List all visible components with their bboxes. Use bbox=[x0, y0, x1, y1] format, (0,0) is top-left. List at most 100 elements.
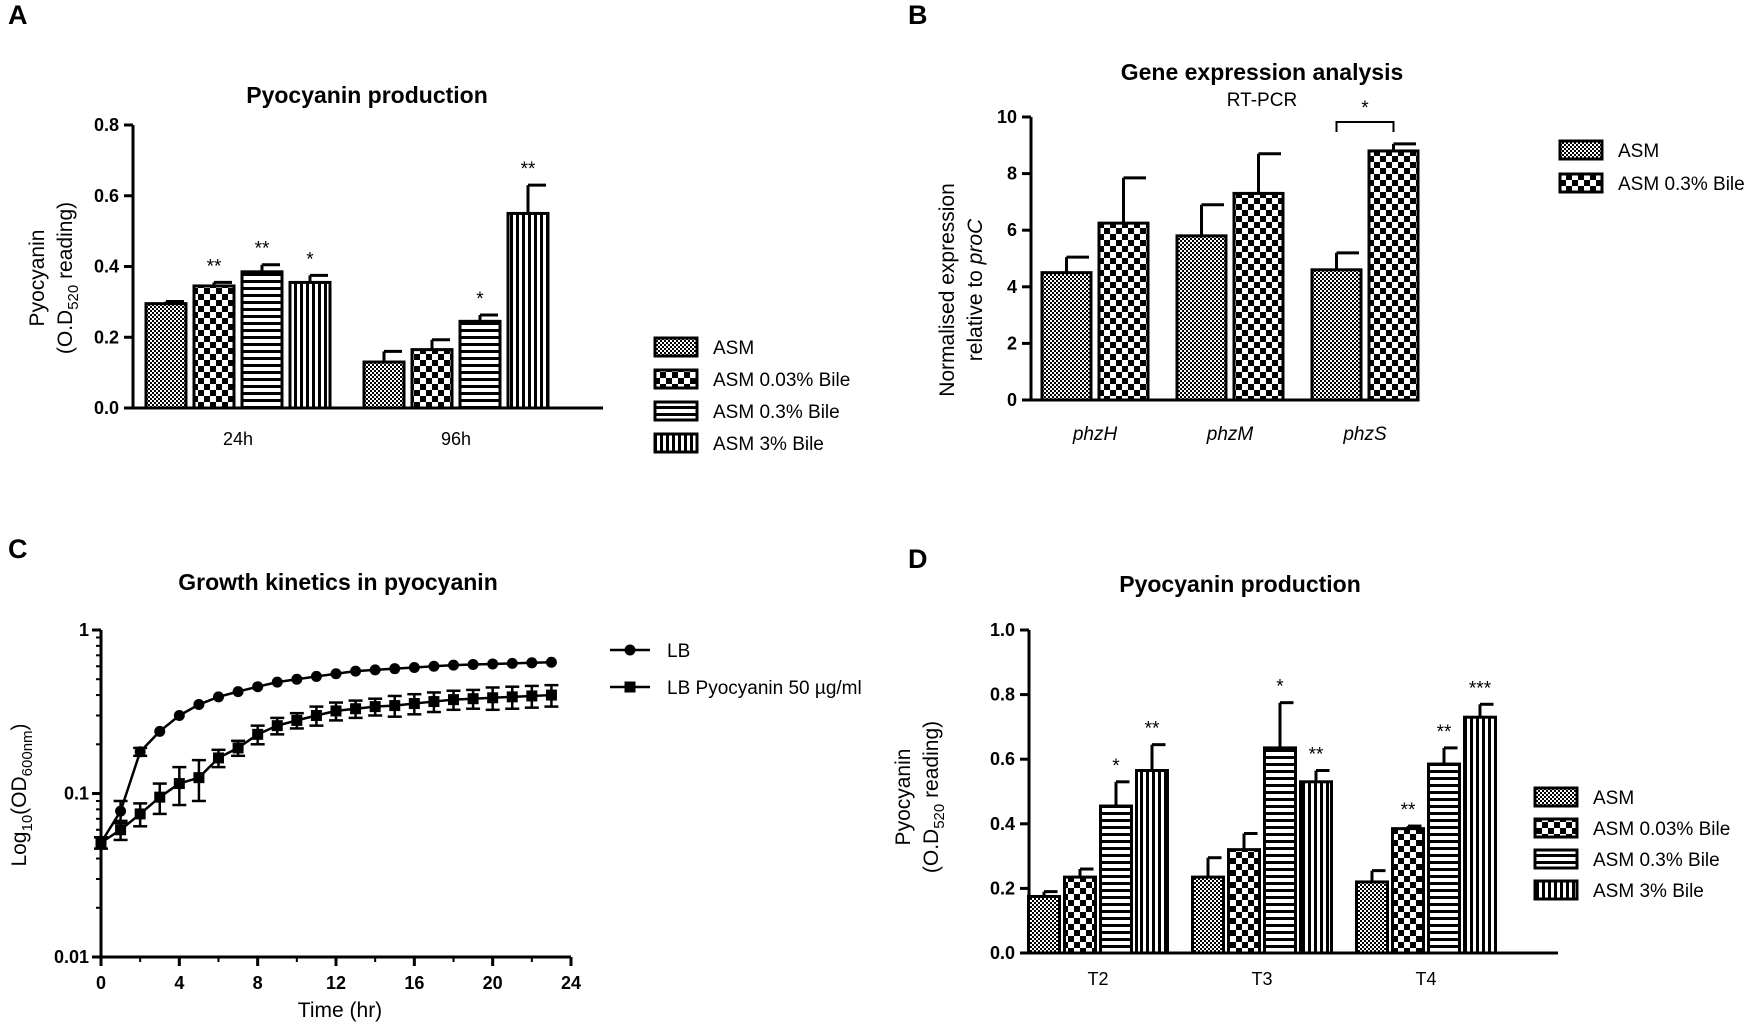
data-point bbox=[330, 668, 342, 680]
bar bbox=[1355, 880, 1389, 955]
data-point bbox=[545, 689, 557, 701]
data-point bbox=[115, 824, 127, 836]
significance-label: ** bbox=[1401, 800, 1416, 821]
data-point bbox=[448, 694, 459, 706]
bar bbox=[1099, 804, 1133, 955]
panel-d-plot: 0.00.20.40.60.81.0***T2***T3*******T4 bbox=[990, 620, 1558, 989]
y-tick-label: 0.1 bbox=[64, 784, 89, 804]
data-point bbox=[506, 691, 518, 703]
legend-marker bbox=[624, 681, 636, 693]
series-line-lb-pyocyanin bbox=[100, 693, 552, 844]
x-category-label: T3 bbox=[1251, 969, 1272, 989]
data-point bbox=[115, 805, 127, 817]
x-tick-label: 20 bbox=[483, 973, 503, 993]
panel-a: A Pyocyanin production 0.00.20.40.60.8**… bbox=[8, 0, 850, 455]
x-tick-label: 8 bbox=[253, 973, 263, 993]
panel-a-ylabel-line1: Pyocyanin bbox=[26, 230, 49, 327]
panel-letter-b: B bbox=[908, 0, 928, 30]
panel-a-title: Pyocyanin production bbox=[246, 82, 488, 108]
x-tick-label: 16 bbox=[404, 973, 424, 993]
bar bbox=[1027, 894, 1061, 955]
y-tick-label: 0.2 bbox=[990, 878, 1015, 898]
significance-label: * bbox=[1361, 98, 1369, 119]
data-point bbox=[232, 742, 244, 754]
legend-swatch bbox=[1533, 879, 1579, 901]
data-point bbox=[330, 705, 342, 717]
y-tick-label: 0.6 bbox=[990, 749, 1015, 769]
x-category-label: phzS bbox=[1342, 424, 1387, 445]
panel-c-title: Growth kinetics in pyocyanin bbox=[178, 569, 498, 595]
data-point bbox=[487, 658, 499, 670]
x-category-label: 24h bbox=[223, 429, 253, 449]
significance-label: ** bbox=[521, 159, 536, 180]
y-tick-label: 0.2 bbox=[94, 327, 119, 347]
data-point bbox=[291, 714, 303, 726]
panel-a-plot: 0.00.20.40.60.8*****24h***96h bbox=[94, 115, 603, 449]
bar bbox=[1310, 268, 1363, 402]
data-point bbox=[271, 720, 283, 732]
y-tick-label: 1.0 bbox=[990, 620, 1015, 640]
data-point bbox=[506, 657, 518, 669]
x-tick-label: 4 bbox=[174, 973, 184, 993]
panel-c-xlabel: Time (hr) bbox=[298, 999, 382, 1022]
data-point bbox=[310, 670, 322, 682]
legend-swatch bbox=[1533, 817, 1579, 839]
x-tick-label: 24 bbox=[561, 973, 581, 993]
bar bbox=[1175, 234, 1228, 402]
y-tick-label: 4 bbox=[1007, 277, 1017, 297]
bar bbox=[1463, 715, 1497, 955]
legend-label: ASM 0.3% Bile bbox=[1618, 174, 1745, 195]
panel-b-subtitle: RT-PCR bbox=[1227, 90, 1297, 111]
panel-c-plot: 0.01 0.1 1 0 4 8 12 16 20 24 bbox=[54, 620, 581, 993]
y-tick-label: 0.01 bbox=[54, 947, 89, 967]
data-point bbox=[134, 808, 146, 820]
bar bbox=[1263, 746, 1297, 955]
x-tick-label: 0 bbox=[96, 973, 106, 993]
panel-d: D Pyocyanin production 0.0 0.2 0.4 0.6 0.8 1.… bbox=[892, 544, 1730, 989]
panel-d-ylabel-line1: Pyocyanin bbox=[892, 749, 915, 846]
legend-label: ASM bbox=[1593, 788, 1634, 809]
y-tick-label: 8 bbox=[1007, 164, 1017, 184]
legend-label: ASM 0.3% Bile bbox=[1593, 850, 1720, 871]
significance-label: * bbox=[306, 249, 314, 270]
data-point bbox=[467, 693, 479, 705]
data-point bbox=[310, 709, 322, 721]
bar bbox=[1232, 191, 1285, 402]
data-point bbox=[213, 752, 224, 764]
significance-label: ** bbox=[255, 239, 270, 260]
x-category-label: phzM bbox=[1206, 424, 1254, 445]
series-line-lb bbox=[99, 660, 552, 844]
bar bbox=[1227, 848, 1261, 955]
legend-swatch bbox=[1558, 172, 1604, 194]
panel-b-ylabel: Normalised expression relative to proC bbox=[936, 183, 987, 397]
bar bbox=[192, 284, 236, 410]
bar bbox=[1040, 271, 1093, 402]
legend-swatch bbox=[1533, 786, 1579, 808]
data-point bbox=[526, 657, 538, 669]
legend-label: ASM 0.03% Bile bbox=[1593, 819, 1730, 840]
panel-b-ylabel-line1: Normalised expression bbox=[936, 183, 959, 397]
panel-d-title: Pyocyanin production bbox=[1119, 571, 1361, 597]
panel-b: B Gene expression analysis RT-PCR 0 2 4 6 8 1… bbox=[908, 0, 1745, 445]
data-point bbox=[134, 746, 146, 758]
y-tick-label: 0.4 bbox=[94, 257, 119, 277]
significance-label: * bbox=[1276, 677, 1284, 698]
data-point bbox=[389, 663, 401, 675]
x-category-label: phzH bbox=[1072, 424, 1118, 445]
legend-label: ASM 3% Bile bbox=[1593, 881, 1704, 902]
y-tick-label: 2 bbox=[1007, 333, 1017, 353]
significance-label: * bbox=[1112, 756, 1120, 777]
panel-c: C Growth kinetics in pyocyanin 0.010.110… bbox=[8, 534, 862, 1022]
data-point bbox=[193, 699, 205, 711]
panel-b-legend: ASM ASM 0.3% Bile bbox=[1558, 139, 1745, 195]
legend-label: ASM 0.3% Bile bbox=[713, 402, 840, 423]
data-point bbox=[252, 728, 264, 740]
bar bbox=[458, 319, 502, 410]
legend-marker bbox=[624, 644, 636, 656]
data-point bbox=[154, 725, 166, 737]
data-point bbox=[350, 703, 362, 715]
panel-d-ylabel: Pyocyanin (O.D520 reading) bbox=[892, 721, 948, 873]
bar bbox=[1063, 875, 1097, 955]
panel-b-title: Gene expression analysis bbox=[1121, 59, 1404, 85]
